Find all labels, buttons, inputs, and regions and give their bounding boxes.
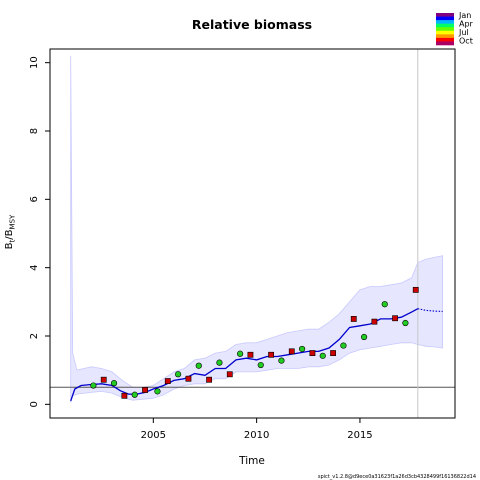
legend-color-swatch	[436, 34, 454, 39]
legend-color-swatch	[436, 20, 454, 24]
observation-point	[309, 350, 316, 356]
y-tick-label: 10	[29, 56, 40, 69]
observation-point	[131, 391, 138, 398]
observation-point	[298, 345, 306, 353]
ci-band	[70, 55, 443, 403]
observation-point	[100, 376, 107, 383]
chart-title: Relative biomass	[192, 17, 312, 32]
y-tick-label: 0	[29, 401, 40, 407]
legend-color-swatch	[436, 16, 454, 21]
y-label-mid: /B	[4, 229, 15, 239]
observation-point	[175, 371, 182, 378]
legend-color-swatch	[436, 30, 454, 35]
observation-point	[110, 380, 118, 387]
observation-point	[90, 382, 97, 389]
observation-point	[154, 388, 161, 395]
plot-frame	[49, 48, 456, 419]
x-tick-label: 2010	[244, 430, 269, 441]
observation-points	[90, 286, 419, 399]
observation-point	[226, 371, 233, 378]
observation-point	[185, 375, 192, 382]
observation-point	[412, 286, 419, 293]
observation-point	[237, 350, 244, 357]
legend: Jan Apr Jul Oct	[436, 11, 474, 46]
legend-colorbar	[436, 13, 454, 46]
y-tick-label: 8	[29, 128, 40, 134]
observation-point	[268, 351, 274, 358]
forecast-line	[417, 308, 443, 312]
y-label-sub-t: t	[9, 239, 17, 242]
observation-point	[392, 315, 398, 322]
observation-point	[278, 357, 285, 364]
legend-color-swatch	[436, 41, 454, 46]
observation-point	[164, 378, 171, 384]
observation-point	[330, 350, 336, 356]
y-axis-label: Bt/BMSY	[4, 214, 17, 249]
legend-color-swatch	[436, 23, 454, 28]
x-tick-label: 2005	[141, 430, 166, 441]
median-line	[70, 308, 419, 402]
y-axis: 0 2 4 6 8 10	[29, 56, 50, 408]
y-tick-label: 6	[29, 196, 40, 202]
observation-point	[371, 318, 378, 325]
observation-point	[402, 319, 409, 327]
y-label-b: B	[4, 242, 15, 249]
observation-point	[257, 361, 264, 369]
legend-color-swatch	[436, 37, 454, 42]
x-axis: 2005 2010 2015	[141, 418, 373, 441]
observation-point	[206, 376, 213, 383]
y-tick-label: 4	[29, 264, 40, 270]
observation-point	[142, 387, 148, 393]
x-axis-label: Time	[238, 455, 265, 467]
observation-point	[340, 342, 347, 349]
legend-label-jan: Jan	[458, 11, 471, 20]
y-label-sub-msy: MSY	[9, 214, 17, 229]
observation-point	[381, 301, 388, 308]
observation-point	[319, 352, 326, 359]
legend-color-swatch	[436, 27, 454, 32]
footer-text: spict_v1.2.8@d9ece0a31623f1a26d3cb432849…	[318, 474, 476, 480]
observation-point	[216, 359, 223, 366]
legend-color-swatch	[436, 13, 454, 17]
observation-point	[360, 333, 368, 341]
observation-point	[288, 348, 295, 355]
x-tick-label: 2015	[347, 430, 372, 441]
observation-point	[121, 392, 128, 399]
observation-point	[195, 362, 202, 369]
y-tick-label: 2	[29, 333, 40, 339]
observation-point	[350, 316, 357, 322]
legend-label-oct: Oct	[459, 37, 473, 46]
legend-label-apr: Apr	[459, 20, 474, 29]
plot-area	[49, 48, 456, 419]
legend-label-jul: Jul	[458, 28, 469, 37]
observation-point	[247, 351, 254, 358]
